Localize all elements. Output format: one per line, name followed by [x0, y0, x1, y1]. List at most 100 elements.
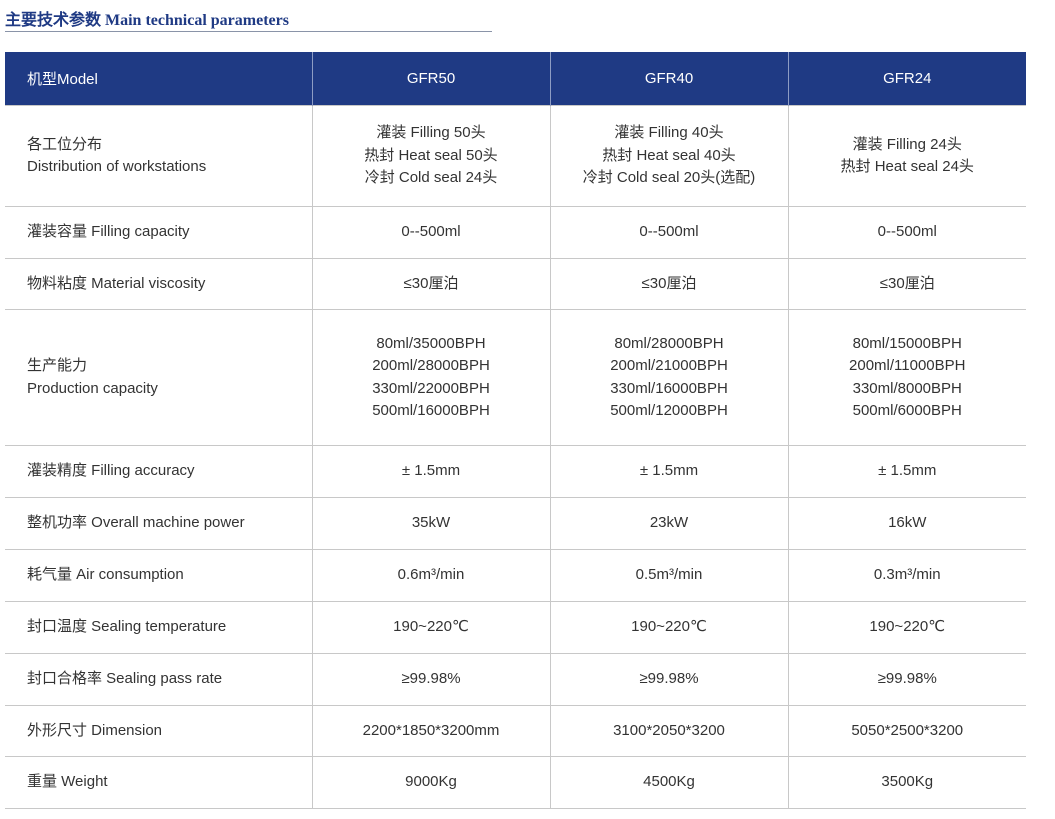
- table-row: 耗气量 Air consumption 0.6m³/min 0.5m³/min 0.3…: [5, 549, 1026, 602]
- table-row: 重量 Weight 9000Kg 4500Kg 3500Kg: [5, 756, 1026, 809]
- cell-line: 80ml/15000BPH: [852, 334, 962, 352]
- cell-line: ≤30厘泊: [641, 274, 697, 292]
- table-row: 生产能力 Production capacity 80ml/35000BPH 200m…: [5, 309, 1026, 446]
- parameter-label: 灌装容量 Filling capacity: [5, 206, 312, 259]
- cell-line: 冷封 Cold seal 24头: [364, 169, 498, 187]
- cell-line: ≥99.98%: [401, 670, 461, 688]
- cell-line: 3100*2050*3200: [613, 721, 725, 739]
- parameter-value: 3500Kg: [787, 756, 1026, 809]
- parameter-value: ± 1.5mm: [787, 445, 1026, 498]
- parameter-label: 外形尺寸 Dimension: [5, 705, 312, 757]
- parameter-value: ≥99.98%: [787, 653, 1026, 706]
- cell-line: 各工位分布: [27, 135, 103, 153]
- table-row: 整机功率 Overall machine power 35kW 23kW 16kW: [5, 497, 1026, 550]
- parameter-label: 各工位分布 Distribution of workstations: [5, 105, 312, 207]
- table-row: 灌装精度 Filling accuracy ± 1.5mm ± 1.5mm ± 1.5…: [5, 445, 1026, 498]
- cell-line: 16kW: [888, 514, 927, 532]
- parameter-value: 灌装 Filling 24头 热封 Heat seal 24头: [787, 105, 1026, 207]
- parameter-value: 0.3m³/min: [787, 549, 1026, 602]
- parameters-table: 机型Model GFR50 GFR40 GFR24 各工位分布 Distribut…: [5, 52, 1026, 809]
- cell-line: 耗气量 Air consumption: [27, 566, 184, 584]
- parameter-value: 80ml/35000BPH 200ml/28000BPH 330ml/22000BP…: [311, 309, 550, 446]
- cell-line: 0.6m³/min: [397, 566, 465, 584]
- cell-line: 冷封 Cold seal 20头(选配): [582, 169, 756, 187]
- parameter-value: 80ml/15000BPH 200ml/11000BPH 330ml/8000BPH…: [787, 309, 1026, 446]
- header-model: GFR40: [549, 52, 788, 106]
- cell-line: 灌装 Filling 24头: [852, 135, 962, 153]
- cell-line: ± 1.5mm: [401, 462, 461, 480]
- cell-line: 500ml/16000BPH: [372, 402, 490, 419]
- cell-line: 0--500ml: [877, 223, 937, 241]
- cell-line: 190~220℃: [869, 618, 946, 636]
- cell-line: 330ml/8000BPH: [852, 379, 962, 397]
- cell-line: 重量 Weight: [27, 773, 108, 791]
- header-model-label: 机型Model: [5, 52, 312, 106]
- cell-line: 80ml/35000BPH: [376, 334, 486, 352]
- cell-line: 200ml/11000BPH: [849, 357, 966, 374]
- cell-line: 200ml/21000BPH: [610, 357, 728, 374]
- parameter-label: 灌装精度 Filling accuracy: [5, 445, 312, 498]
- cell-line: 0--500ml: [639, 223, 699, 241]
- parameter-value: 80ml/28000BPH 200ml/21000BPH 330ml/16000BP…: [549, 309, 788, 446]
- cell-line: 23kW: [649, 514, 689, 532]
- parameter-value: 0--500ml: [787, 206, 1026, 259]
- parameter-value: 16kW: [787, 497, 1026, 550]
- cell-line: 330ml/16000BPH: [610, 379, 728, 397]
- cell-line: 灌装 Filling 50头: [376, 124, 486, 142]
- parameter-value: 灌装 Filling 50头 热封 Heat seal 50头 冷封 Cold se…: [311, 105, 550, 207]
- cell-line: 生产能力: [27, 357, 88, 374]
- cell-line: 9000Kg: [405, 773, 457, 791]
- cell-line: ± 1.5mm: [878, 462, 937, 480]
- cell-line: 80ml/28000BPH: [614, 334, 724, 352]
- cell-line: 热封 Heat seal 24头: [840, 158, 974, 175]
- parameter-value: 23kW: [549, 497, 788, 550]
- cell-line: 330ml/22000BPH: [372, 379, 490, 397]
- parameter-value: ± 1.5mm: [311, 445, 550, 498]
- cell-line: 0.5m³/min: [635, 566, 703, 584]
- parameter-value: 4500Kg: [549, 756, 788, 809]
- parameter-value: 5050*2500*3200: [787, 705, 1026, 757]
- parameter-label: 耗气量 Air consumption: [5, 549, 312, 602]
- cell-line: 5050*2500*3200: [851, 721, 964, 739]
- parameter-label: 重量 Weight: [5, 756, 312, 809]
- header-row: 机型Model GFR50 GFR40 GFR24: [5, 52, 1026, 106]
- table-row: 各工位分布 Distribution of workstations 灌装 Fill…: [5, 105, 1026, 207]
- table-row: 封口温度 Sealing temperature 190~220℃ 190~220℃…: [5, 601, 1026, 654]
- parameter-value: 灌装 Filling 40头 热封 Heat seal 40头冷封 Cold se…: [549, 105, 788, 207]
- cell-line: 3500Kg: [881, 773, 934, 791]
- table-row: 灌装容量 Filling capacity 0--500ml 0--500ml 0--…: [5, 206, 1026, 259]
- cell-line: 封口温度 Sealing temperature: [27, 618, 227, 636]
- parameter-value: 190~220℃: [549, 601, 788, 654]
- table-row: 物料粘度 Material viscosity ≤30厘泊 ≤30厘泊 ≤30厘泊: [5, 258, 1026, 310]
- cell-line: ≥99.98%: [877, 670, 937, 688]
- cell-line: 灌装 Filling 40头: [614, 124, 724, 142]
- parameter-value: ≤30厘泊: [549, 258, 788, 310]
- parameter-label: 物料粘度 Material viscosity: [5, 258, 312, 310]
- table-row: 封口合格率 Sealing pass rate ≥99.98% ≥99.98% ≥99…: [5, 653, 1026, 706]
- parameter-label: 封口温度 Sealing temperature: [5, 601, 312, 654]
- section-title: 主要技术参数 Main technical parameters: [5, 12, 289, 29]
- cell-line: 封口合格率 Sealing pass rate: [27, 670, 223, 688]
- cell-line: 灌装精度 Filling accuracy: [27, 462, 195, 480]
- parameter-value: ± 1.5mm: [549, 445, 788, 498]
- cell-line: 物料粘度 Material viscosity: [27, 274, 206, 292]
- cell-line: 200ml/28000BPH: [372, 357, 490, 374]
- cell-line: 灌装容量 Filling capacity: [27, 223, 190, 241]
- cell-line: 500ml/12000BPH: [610, 402, 728, 419]
- parameter-value: 35kW: [311, 497, 550, 550]
- cell-line: 2200*1850*3200mm: [362, 721, 500, 739]
- cell-line: ≤30厘泊: [403, 274, 459, 292]
- parameter-label: 生产能力 Production capacity: [5, 309, 312, 446]
- cell-line: Distribution of workstations: [27, 158, 207, 175]
- cell-line: 0.3m³/min: [873, 566, 941, 584]
- cell-line: ± 1.5mm: [639, 462, 699, 480]
- parameter-value: 0--500ml: [549, 206, 788, 259]
- table-row: 外形尺寸 Dimension 2200*1850*3200mm 3100*2050*…: [5, 705, 1026, 757]
- parameter-value: 2200*1850*3200mm: [311, 705, 550, 757]
- cell-line: 热封 Heat seal 40头: [602, 146, 736, 164]
- parameter-value: ≥99.98%: [311, 653, 550, 706]
- cell-line: 190~220℃: [393, 618, 469, 636]
- parameter-value: ≤30厘泊: [787, 258, 1026, 310]
- cell-line: 0--500ml: [401, 223, 461, 241]
- parameter-value: 0.6m³/min: [311, 549, 550, 602]
